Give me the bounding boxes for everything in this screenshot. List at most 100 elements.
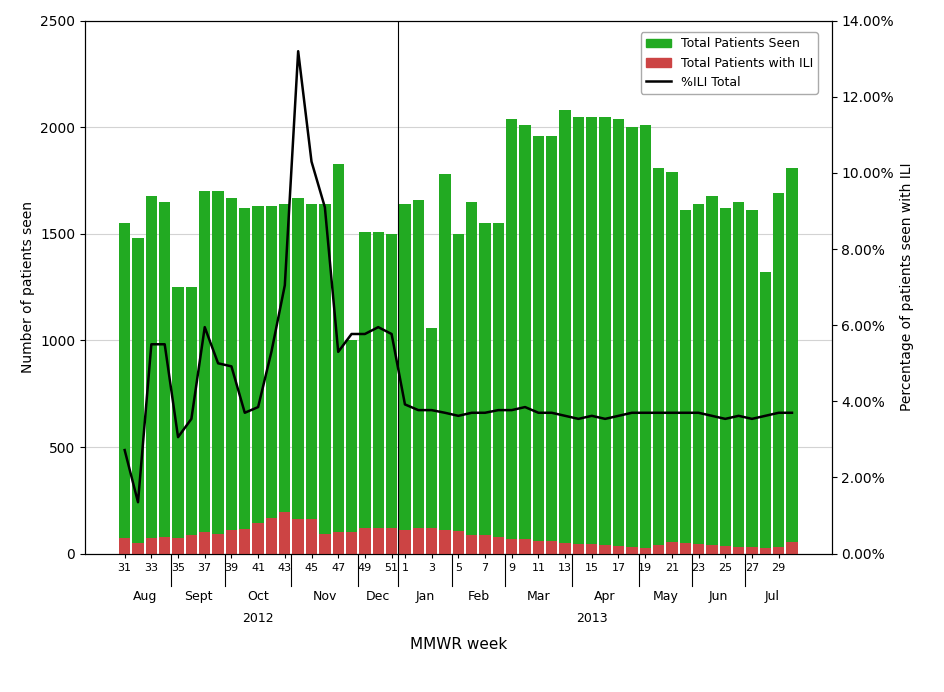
Text: Feb: Feb — [466, 590, 489, 603]
Bar — [718, 208, 730, 554]
Bar — [359, 528, 370, 554]
Bar — [759, 548, 770, 554]
Bar — [119, 538, 130, 554]
%ILI Total — [346, 330, 357, 338]
Bar — [692, 544, 703, 554]
Text: 2013: 2013 — [576, 612, 607, 625]
Bar — [705, 196, 716, 554]
Bar — [212, 534, 224, 554]
Bar — [492, 536, 503, 554]
Bar — [199, 191, 211, 554]
%ILI Total — [119, 446, 130, 454]
Bar — [505, 119, 516, 554]
Text: Sept: Sept — [184, 590, 212, 603]
Bar — [186, 287, 197, 554]
Bar — [718, 546, 730, 554]
Bar — [733, 202, 744, 554]
Bar — [692, 204, 703, 554]
Bar — [172, 287, 183, 554]
Bar — [532, 541, 544, 554]
Bar — [426, 328, 437, 554]
Bar — [559, 110, 570, 554]
Bar — [346, 340, 357, 554]
Bar — [746, 210, 757, 554]
Bar — [159, 202, 170, 554]
Bar — [746, 547, 757, 554]
Bar — [679, 210, 690, 554]
Bar — [159, 536, 170, 554]
Bar — [612, 546, 623, 554]
Bar — [492, 224, 503, 554]
Bar — [186, 536, 197, 554]
Bar — [639, 125, 650, 554]
Bar — [332, 532, 344, 554]
Bar — [265, 518, 277, 554]
Bar — [679, 543, 690, 554]
Bar — [439, 174, 450, 554]
Text: Apr: Apr — [594, 590, 615, 603]
Bar — [505, 538, 516, 554]
Bar — [465, 202, 477, 554]
Bar — [519, 125, 531, 554]
Text: Oct: Oct — [247, 590, 269, 603]
Bar — [666, 542, 677, 554]
%ILI Total — [293, 47, 304, 55]
Bar — [278, 512, 290, 554]
%ILI Total — [585, 412, 597, 420]
Bar — [652, 545, 664, 554]
Bar — [132, 238, 143, 554]
Bar — [652, 168, 664, 554]
Bar — [399, 204, 411, 554]
Text: MMWR week: MMWR week — [410, 637, 506, 652]
Y-axis label: Number of patients seen: Number of patients seen — [21, 201, 35, 373]
Bar — [572, 117, 583, 554]
Bar — [265, 206, 277, 554]
Bar — [226, 530, 237, 554]
Bar — [559, 543, 570, 554]
Bar — [426, 528, 437, 554]
Bar — [372, 232, 383, 554]
Bar — [626, 547, 637, 554]
Bar — [465, 536, 477, 554]
Bar — [666, 172, 677, 554]
Bar — [145, 538, 157, 554]
Bar — [626, 127, 637, 554]
Bar — [772, 547, 784, 554]
Bar — [705, 545, 716, 554]
Bar — [785, 542, 797, 554]
Bar — [145, 196, 157, 554]
Bar — [413, 528, 424, 554]
Bar — [479, 224, 490, 554]
Bar — [212, 191, 224, 554]
Bar — [399, 530, 411, 554]
Bar — [293, 198, 304, 554]
Bar — [172, 538, 183, 554]
%ILI Total — [132, 498, 143, 507]
Text: Mar: Mar — [526, 590, 549, 603]
Bar — [332, 163, 344, 554]
%ILI Total — [785, 408, 797, 417]
Bar — [439, 530, 450, 554]
Bar — [119, 224, 130, 554]
Text: Dec: Dec — [365, 590, 390, 603]
Legend: Total Patients Seen, Total Patients with ILI, %ILI Total: Total Patients Seen, Total Patients with… — [640, 33, 817, 94]
Bar — [319, 204, 330, 554]
Text: Nov: Nov — [312, 590, 337, 603]
Bar — [585, 544, 597, 554]
Bar — [372, 528, 383, 554]
Bar — [532, 136, 544, 554]
Bar — [598, 117, 610, 554]
Text: Aug: Aug — [132, 590, 157, 603]
%ILI Total — [359, 330, 370, 338]
Bar — [733, 547, 744, 554]
%ILI Total — [626, 408, 637, 417]
Bar — [226, 198, 237, 554]
Bar — [293, 520, 304, 554]
Bar — [239, 529, 250, 554]
Bar — [413, 200, 424, 554]
Bar — [199, 532, 211, 554]
Text: 2012: 2012 — [242, 612, 274, 625]
Bar — [785, 168, 797, 554]
Text: Jun: Jun — [708, 590, 728, 603]
Bar — [572, 544, 583, 554]
